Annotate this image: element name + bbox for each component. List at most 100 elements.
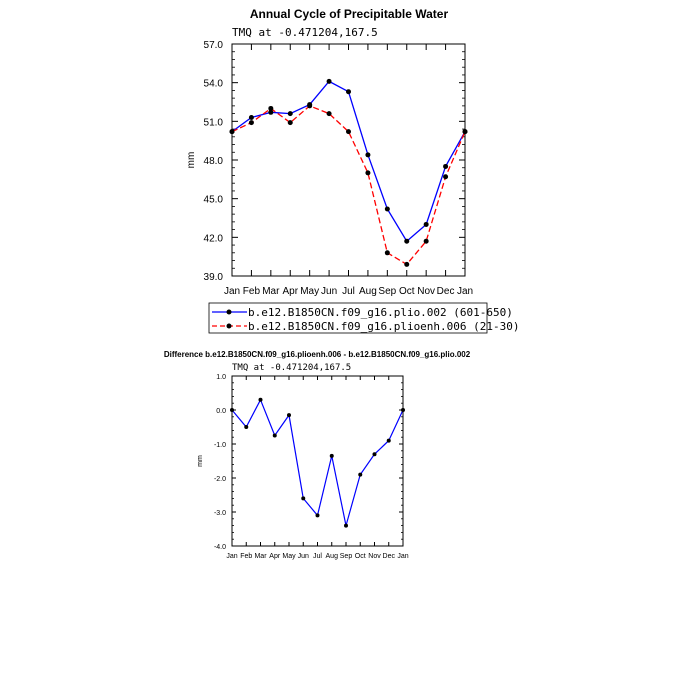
data-point-s1-2 (268, 105, 274, 111)
main-chart-lines (231, 80, 466, 266)
main-chart: Annual Cycle of Precipitable Water TMQ a… (186, 7, 473, 297)
data-point-s0-11 (443, 163, 449, 169)
data-point-s0-4 (287, 413, 291, 418)
x-tick-label: Nov (417, 286, 435, 297)
data-point-s0-10 (423, 221, 429, 227)
main-chart-points (229, 78, 468, 267)
x-tick-label: Jun (321, 286, 337, 297)
main-chart-plot-frame (231, 43, 466, 277)
data-point-s0-1 (244, 425, 249, 429)
legend-marker-plioenh006 (226, 323, 232, 329)
data-point-s1-5 (326, 111, 332, 117)
data-point-s0-11 (386, 438, 391, 443)
x-tick-label: Jul (313, 553, 322, 560)
y-tick-label: -3.0 (214, 510, 226, 517)
x-tick-label: Oct (355, 553, 366, 560)
y-tick-label: 57.0 (204, 40, 224, 51)
y-tick-label: 42.0 (204, 233, 224, 244)
x-tick-label: Feb (243, 286, 261, 297)
difference-chart-subtitle: TMQ at -0.471204,167.5 (232, 363, 351, 373)
difference-chart-lines (231, 398, 404, 526)
main-chart-title: Annual Cycle of Precipitable Water (250, 7, 449, 21)
data-point-s1-6 (346, 129, 351, 135)
y-tick-label: -2.0 (214, 476, 226, 483)
x-tick-label: Mar (254, 553, 267, 560)
data-point-s0-3 (272, 433, 277, 438)
data-point-s1-8 (384, 250, 390, 256)
data-point-s1-4 (307, 103, 313, 109)
data-point-s0-0 (230, 408, 234, 412)
main-chart-subtitle: TMQ at -0.471204,167.5 (232, 26, 378, 39)
main-chart-ticks: Jan Feb Mar Apr May Jun Jul Aug Sep Oct Nov Dec Jan3… (204, 40, 474, 297)
y-tick-label: 39.0 (204, 272, 224, 283)
data-point-s0-2 (268, 109, 274, 115)
x-tick-label: Jan (457, 286, 473, 297)
main-chart-ylabel: mm (186, 152, 197, 169)
data-point-s1-1 (248, 120, 254, 126)
difference-chart-ylabel: mm (197, 455, 204, 467)
data-point-s1-7 (365, 170, 371, 176)
data-point-s1-11 (443, 174, 449, 180)
data-point-s1-9 (404, 261, 410, 267)
legend-box (208, 302, 488, 334)
series-line-0 (231, 80, 466, 243)
x-tick-label: May (300, 286, 319, 297)
data-point-s1-12 (462, 129, 468, 135)
data-point-s0-2 (258, 397, 263, 402)
x-tick-label: Mar (262, 286, 280, 297)
x-tick-label: May (282, 553, 296, 560)
y-tick-label: 54.0 (204, 79, 224, 90)
data-point-s0-7 (329, 453, 334, 458)
series-line-0 (231, 398, 404, 526)
data-point-s0-12 (401, 408, 405, 412)
data-point-s0-9 (358, 472, 363, 477)
difference-chart-points (230, 397, 405, 528)
x-tick-label: Sep (340, 553, 353, 560)
y-tick-label: -1.0 (214, 442, 226, 449)
data-point-s0-7 (365, 152, 371, 158)
difference-chart-title: Difference b.e12.B1850CN.f09_g16.plioenh… (164, 350, 471, 359)
data-point-s0-1 (248, 114, 254, 120)
x-tick-label: Oct (399, 286, 415, 297)
difference-chart-ticks: Jan Feb Mar Apr May Jun Jul Aug Sep Oct Nov Dec Jan-… (214, 374, 409, 560)
data-point-s0-9 (404, 238, 410, 244)
x-tick-label: Aug (326, 553, 339, 560)
difference-chart: Difference b.e12.B1850CN.f09_g16.plioenh… (164, 350, 471, 560)
x-tick-label: Apr (269, 553, 281, 560)
x-tick-label: Aug (359, 286, 377, 297)
data-point-s1-0 (229, 129, 235, 135)
x-tick-label: Jun (298, 553, 309, 560)
x-tick-label: Feb (240, 553, 252, 560)
data-point-s1-3 (287, 120, 293, 126)
x-tick-label: Jan (226, 553, 237, 560)
data-point-s0-6 (346, 89, 351, 95)
x-tick-label: Jan (397, 553, 408, 560)
y-tick-label: 0.0 (216, 408, 226, 415)
legend-marker-plio002 (226, 309, 232, 315)
data-point-s1-10 (423, 238, 429, 244)
y-tick-label: 1.0 (216, 374, 226, 381)
x-tick-label: Dec (437, 286, 455, 297)
data-point-s0-8 (384, 206, 390, 212)
x-tick-label: Sep (378, 286, 396, 297)
data-point-s0-10 (372, 452, 377, 457)
y-tick-label: 48.0 (204, 156, 224, 167)
x-tick-label: Jul (342, 286, 355, 297)
x-tick-label: Jan (224, 286, 240, 297)
data-point-s0-3 (287, 111, 293, 117)
y-tick-label: 51.0 (204, 117, 224, 128)
legend-label-plio002: b.e12.B1850CN.f09_g16.plio.002 (601-650) (248, 306, 513, 319)
y-tick-label: -4.0 (214, 544, 226, 551)
data-point-s0-8 (344, 523, 348, 528)
data-point-s0-5 (326, 78, 332, 84)
x-tick-label: Dec (383, 553, 396, 560)
data-point-s0-5 (301, 496, 306, 501)
data-point-s0-6 (315, 513, 320, 518)
difference-chart-plot-frame (231, 375, 404, 547)
x-tick-label: Nov (368, 553, 381, 560)
legend-label-plioenh006: b.e12.B1850CN.f09_g16.plioenh.006 (21-30… (248, 320, 520, 333)
y-tick-label: 45.0 (204, 195, 224, 206)
x-tick-label: Apr (282, 286, 298, 297)
legend: b.e12.B1850CN.f09_g16.plio.002 (601-650)… (208, 302, 520, 334)
